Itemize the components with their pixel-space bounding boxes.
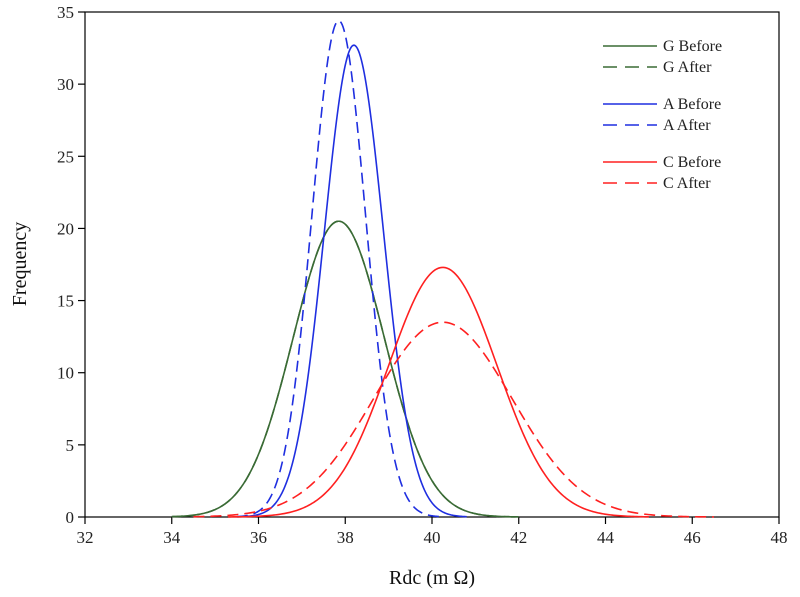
x-tick-label: 46 [684, 528, 701, 547]
y-axis-title: Frequency [9, 222, 31, 306]
y-tick-label: 15 [57, 292, 74, 311]
legend-label: A Before [663, 96, 721, 113]
x-tick-label: 38 [337, 528, 354, 547]
legend-label: A After [663, 117, 711, 134]
y-tick-label: 25 [57, 147, 74, 166]
series-line-a-before [236, 44, 467, 518]
legend-label: C Before [663, 154, 721, 171]
series-line-c-after [193, 321, 714, 518]
series-line-g-after [171, 220, 519, 518]
x-tick-label: 34 [163, 528, 181, 547]
x-tick-label: 42 [510, 528, 527, 547]
x-tick-label: 44 [597, 528, 615, 547]
y-tick-label: 35 [57, 3, 74, 22]
x-tick-label: 40 [424, 528, 441, 547]
y-tick-label: 0 [66, 508, 75, 527]
x-axis-ticks: 32 34 36 38 40 42 44 46 48 [77, 517, 788, 547]
x-tick-label: 32 [77, 528, 94, 547]
series-layer [171, 19, 714, 518]
y-tick-label: 30 [57, 75, 74, 94]
y-tick-label: 20 [57, 219, 74, 238]
legend: G Before G After A Before A After C Before C … [603, 38, 722, 192]
series-line-g-before [171, 220, 519, 518]
series-line-a-after [236, 19, 441, 518]
y-tick-label: 10 [57, 364, 74, 383]
y-axis-ticks: 0 5 10 15 20 25 30 35 [57, 3, 85, 527]
legend-label: G Before [663, 38, 722, 55]
series-line-c-before [228, 266, 649, 518]
legend-label: C After [663, 175, 711, 192]
x-axis-title: Rdc (m Ω) [389, 567, 475, 589]
legend-label: G After [663, 59, 712, 76]
x-tick-label: 48 [771, 528, 788, 547]
y-tick-label: 5 [66, 436, 75, 455]
plot-frame [84, 11, 780, 518]
x-tick-label: 36 [250, 528, 267, 547]
